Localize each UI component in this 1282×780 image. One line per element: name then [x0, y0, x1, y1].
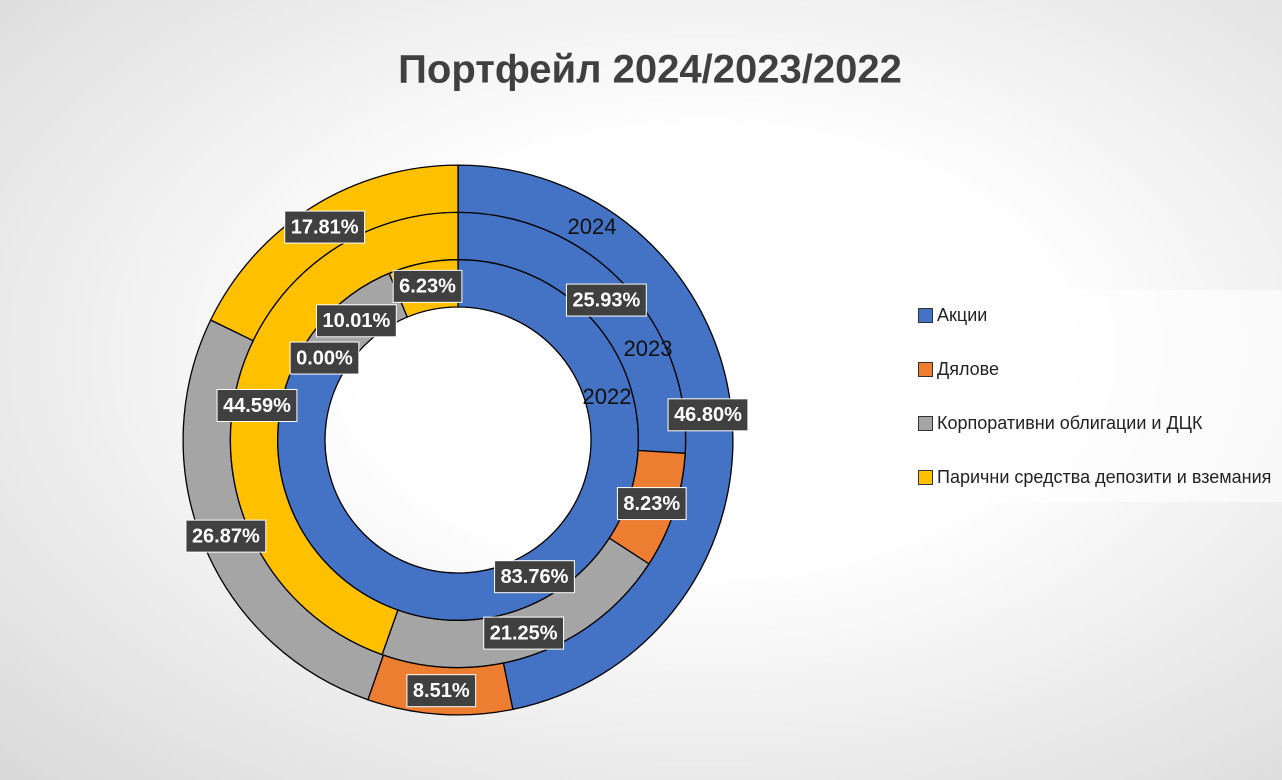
data-label: 44.59%	[223, 395, 291, 417]
data-label-bg	[185, 519, 267, 553]
legend-item: Корпоративни облигации и ДЦК	[916, 408, 1276, 438]
data-label: 0.00%	[296, 347, 353, 369]
ring-label: 2023	[624, 336, 673, 361]
data-label-bg	[284, 210, 366, 244]
data-label-bg	[216, 389, 298, 423]
data-label-bg	[616, 487, 687, 521]
legend-label: Парични средства депозити и вземания	[937, 467, 1272, 487]
data-label-bg	[289, 341, 360, 375]
legend-label: Корпоративни облигации и ДЦК	[937, 413, 1203, 433]
data-label-bg	[565, 283, 647, 317]
legend-label: Дялове	[937, 359, 1000, 379]
data-label-bg	[667, 398, 749, 432]
data-label-bg	[483, 616, 565, 650]
ring-label: 2022	[583, 384, 632, 409]
data-label-bg	[392, 269, 463, 303]
data-label-bg	[406, 674, 477, 708]
legend: Акции Дялове Корпоративни облигации и ДЦК П…	[910, 290, 1282, 502]
data-label: 8.51%	[413, 680, 470, 702]
ring-label: 2024	[568, 214, 617, 239]
data-label-bg	[494, 560, 575, 594]
data-label: 6.23%	[399, 276, 456, 298]
legend-swatch	[918, 416, 933, 431]
legend-item: Парични средства депозити и вземания	[916, 462, 1276, 492]
legend-swatch	[918, 362, 933, 377]
legend-swatch	[918, 470, 933, 485]
data-label: 83.76%	[501, 566, 569, 588]
legend-item: Дялове	[916, 354, 1276, 384]
data-label: 8.23%	[623, 493, 680, 515]
data-label-bg	[315, 304, 397, 338]
legend-label: Акции	[937, 305, 988, 325]
data-label: 26.87%	[192, 525, 260, 547]
data-label: 17.81%	[291, 216, 359, 238]
chart-title: Портфейл 2024/2023/2022	[398, 48, 902, 92]
slice	[277, 259, 639, 621]
data-label: 10.01%	[322, 310, 390, 332]
data-label: 25.93%	[572, 289, 640, 311]
legend-item: Акции	[916, 300, 1276, 330]
data-label: 46.80%	[674, 404, 742, 426]
data-label: 21.25%	[490, 622, 558, 644]
legend-swatch	[918, 308, 933, 323]
